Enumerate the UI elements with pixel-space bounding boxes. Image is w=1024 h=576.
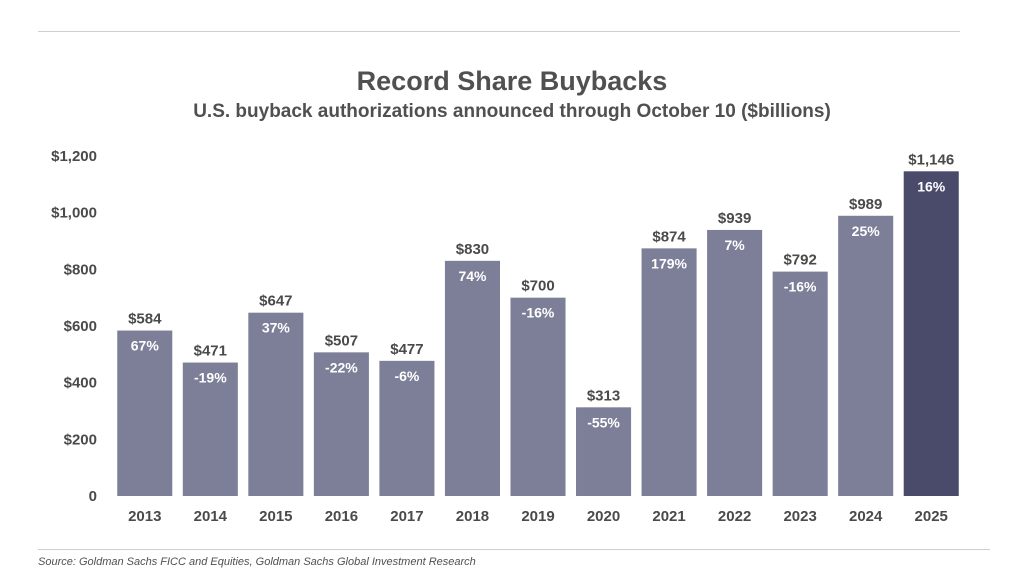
bar-value-label: $471 <box>194 343 227 360</box>
bar <box>641 248 697 496</box>
y-tick-label: $600 <box>64 318 97 335</box>
bar-percent-label: -22% <box>325 359 358 375</box>
x-tick-label: 2021 <box>652 508 685 525</box>
bar-value-label: $939 <box>718 210 751 227</box>
bar-value-label: $792 <box>783 252 816 269</box>
bottom-rule <box>38 549 990 550</box>
chart-subtitle: U.S. buyback authorizations announced th… <box>193 101 831 122</box>
bar-value-label: $1,146 <box>908 151 954 168</box>
bar-percent-label: 179% <box>651 255 687 271</box>
x-tick-label: 2014 <box>194 508 228 525</box>
bar-percent-label: 7% <box>724 237 745 253</box>
bar <box>444 260 500 496</box>
bar-percent-label: 67% <box>131 338 160 354</box>
chart-title: Record Share Buybacks <box>356 66 668 96</box>
bar-value-label: $584 <box>128 311 162 328</box>
bar-value-label: $874 <box>652 228 686 245</box>
bar-percent-label: -55% <box>587 414 620 430</box>
x-tick-label: 2017 <box>390 508 423 525</box>
bar-value-label: $700 <box>521 278 554 295</box>
bar <box>117 330 173 496</box>
bar-percent-label: -6% <box>394 368 419 384</box>
bar-value-label: $507 <box>325 332 358 349</box>
bar-percent-label: 16% <box>917 178 946 194</box>
y-tick-label: $1,200 <box>51 148 97 165</box>
bar-percent-label: 25% <box>852 223 881 239</box>
x-tick-label: 2018 <box>456 508 489 525</box>
bar <box>379 360 435 496</box>
bar-percent-label: 74% <box>458 268 487 284</box>
x-tick-label: 2016 <box>325 508 358 525</box>
x-tick-label: 2023 <box>783 508 816 525</box>
x-tick-label: 2024 <box>849 508 883 525</box>
y-tick-label: 0 <box>89 488 97 505</box>
top-rule <box>38 31 960 32</box>
bar-percent-label: -16% <box>784 279 817 295</box>
y-tick-label: $200 <box>64 431 97 448</box>
bar-percent-label: -16% <box>522 305 555 321</box>
x-tick-label: 2013 <box>128 508 161 525</box>
y-tick-label: $1,000 <box>51 205 97 222</box>
y-tick-label: $800 <box>64 261 97 278</box>
bar <box>510 297 566 496</box>
x-tick-label: 2019 <box>521 508 554 525</box>
y-tick-label: $400 <box>64 375 97 392</box>
bar <box>182 362 238 496</box>
bar <box>772 271 828 496</box>
x-tick-label: 2015 <box>259 508 292 525</box>
x-tick-label: 2022 <box>718 508 751 525</box>
bar-value-label: $477 <box>390 341 423 358</box>
bar <box>838 215 894 497</box>
bar-value-label: $830 <box>456 241 489 258</box>
bar <box>707 229 763 496</box>
bar <box>313 352 369 496</box>
bar-value-label: $647 <box>259 293 292 310</box>
x-tick-label: 2020 <box>587 508 620 525</box>
bar-percent-label: -19% <box>194 370 227 386</box>
source-note: Source: Goldman Sachs FICC and Equities,… <box>38 556 476 568</box>
bar-value-label: $313 <box>587 387 620 404</box>
bar <box>576 407 632 496</box>
bar-value-label: $989 <box>849 196 882 213</box>
bar-percent-label: 37% <box>262 320 291 336</box>
bar <box>248 312 304 496</box>
x-tick-label: 2025 <box>915 508 948 525</box>
bar <box>903 171 959 497</box>
